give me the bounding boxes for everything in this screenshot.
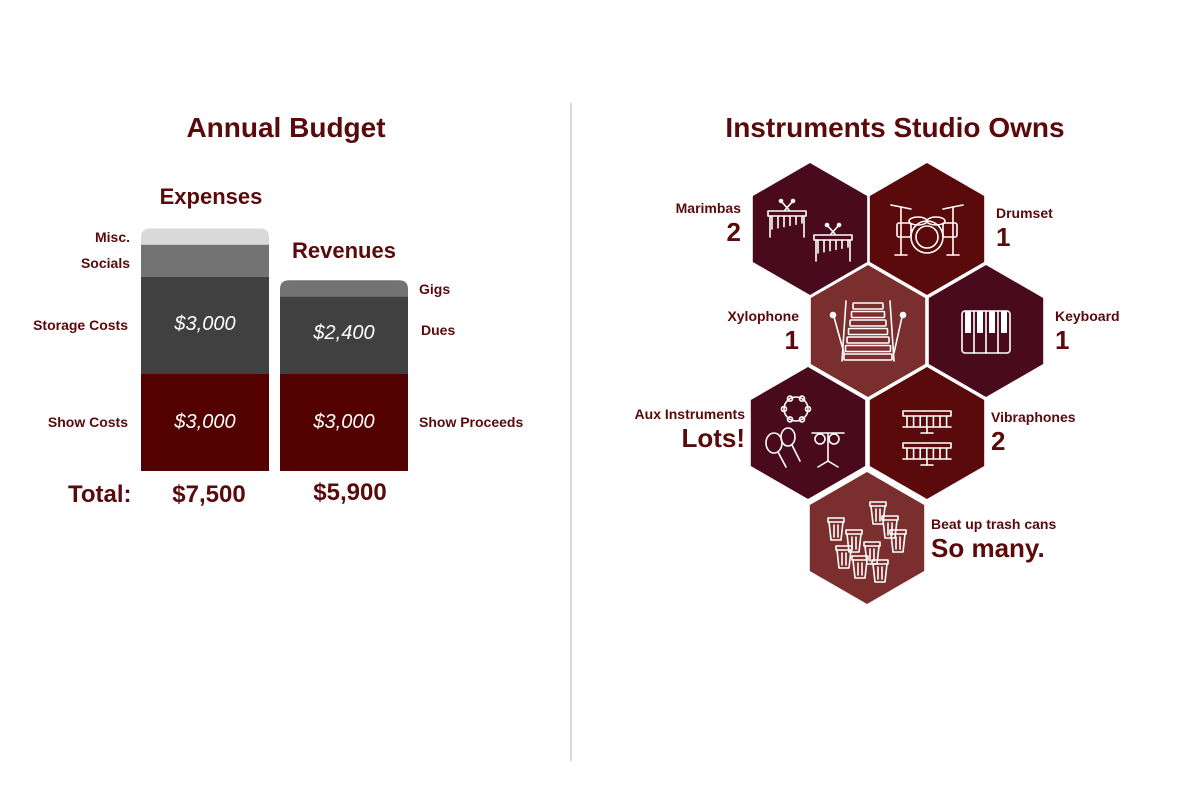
keyboard-icon — [961, 310, 1011, 354]
gigs-label: Gigs — [419, 281, 451, 297]
revenues-heading: Revenues — [292, 238, 396, 263]
drumset-count: 1 — [996, 222, 1011, 252]
dues-label: Dues — [421, 322, 456, 338]
xylophone-count: 1 — [784, 325, 799, 355]
misc-label: Misc. — [94, 229, 130, 245]
show-proceeds-value: $3,000 — [313, 411, 375, 433]
bar-segment-gigs — [280, 280, 408, 297]
hexagon-xylophone — [810, 265, 926, 397]
trash-cans-label: Beat up trash cans — [931, 516, 1057, 532]
aux-instruments-count: Lots! — [681, 423, 745, 453]
marimbas-count: 2 — [726, 217, 741, 247]
aux-instruments-label: Aux Instruments — [634, 406, 745, 422]
bar-segment-dues — [280, 296, 408, 374]
hexagon-drumset — [869, 163, 985, 295]
drumset-label: Drumset — [996, 205, 1053, 221]
bar-segment-socials — [141, 244, 269, 277]
aux-instruments-icon — [765, 395, 845, 468]
storage-costs-value: $3,000 — [174, 313, 236, 335]
instruments-title: Instruments Studio Owns — [725, 112, 1065, 143]
xylophone-icon — [829, 300, 907, 362]
socials-label: Socials — [80, 255, 130, 271]
trash-can-icon — [827, 501, 907, 583]
bar-segment-show-proceeds — [280, 374, 408, 471]
drumset-icon — [890, 204, 964, 256]
marimbas-label: Marimbas — [675, 200, 741, 216]
trash-cans-count: So many. — [931, 533, 1045, 563]
vibraphone-icon — [902, 410, 952, 466]
show-costs-label: Show Costs — [47, 414, 128, 430]
divider — [570, 103, 572, 761]
show-proceeds-label: Show Proceeds — [419, 414, 524, 430]
show-costs-value: $3,000 — [174, 411, 236, 433]
expenses-heading: Expenses — [159, 184, 263, 209]
xylophone-label: Xylophone — [727, 308, 799, 324]
bar-segment-misc — [141, 228, 269, 245]
hexagon-aux-instruments — [750, 367, 866, 499]
bar-segment-show-costs — [141, 374, 269, 471]
vibraphones-label: Vibraphones — [991, 409, 1076, 425]
dues-value: $2,400 — [313, 322, 375, 344]
revenues-total: $5,900 — [313, 479, 387, 506]
expenses-total: $7,500 — [172, 481, 246, 508]
storage-costs-label: Storage Costs — [33, 317, 128, 333]
vibraphones-count: 2 — [991, 426, 1006, 456]
marimba-icon — [767, 198, 853, 262]
keyboard-label: Keyboard — [1055, 308, 1120, 324]
budget-title: Annual Budget — [186, 112, 386, 143]
bar-segment-storage-costs — [141, 277, 269, 374]
hexagon-marimba — [752, 163, 868, 295]
total-label: Total: — [68, 481, 132, 508]
keyboard-count: 1 — [1055, 325, 1070, 355]
hexagon-trash-can — [809, 472, 925, 604]
